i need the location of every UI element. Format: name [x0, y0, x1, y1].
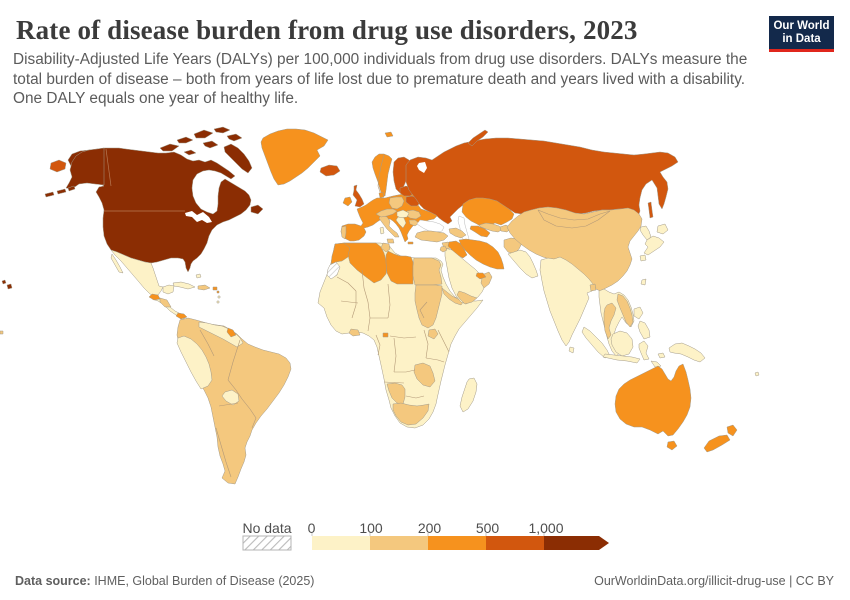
svg-text:No data: No data	[242, 520, 291, 536]
svg-text:0: 0	[308, 520, 316, 536]
svg-text:500: 500	[476, 520, 500, 536]
svg-text:1,000: 1,000	[528, 520, 563, 536]
svg-text:100: 100	[359, 520, 383, 536]
svg-text:200: 200	[418, 520, 442, 536]
